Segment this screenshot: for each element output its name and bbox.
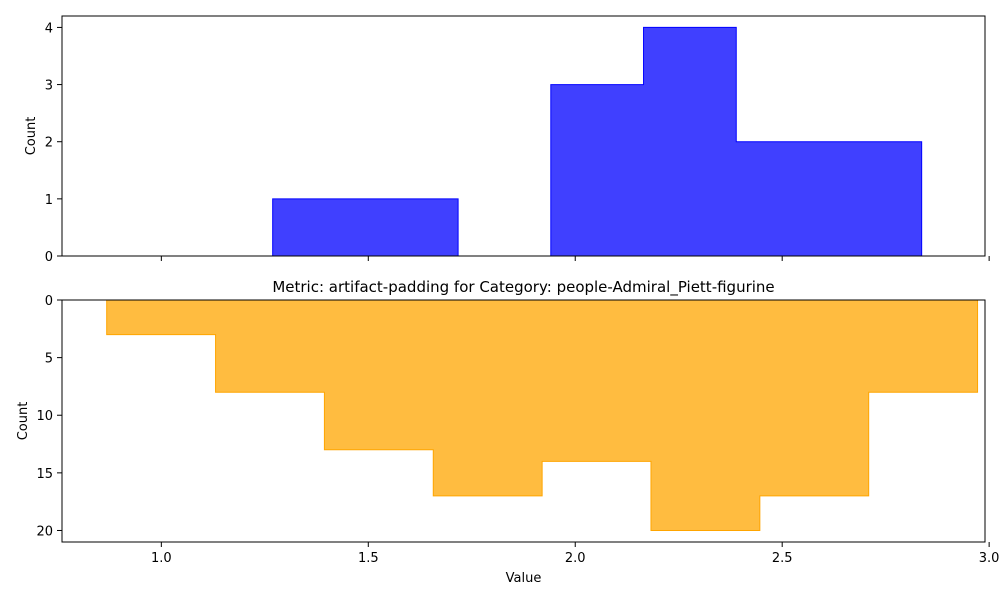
x-tick-label: 2.0: [565, 551, 586, 566]
y-tick-label: 5: [45, 352, 53, 367]
x-tick-label: 2.5: [772, 551, 793, 566]
axes-frame: [61, 15, 986, 257]
y-tick-label: 2: [45, 136, 53, 151]
y-tick-label: 4: [45, 21, 53, 36]
y-tick-label: 10: [36, 409, 53, 424]
axes-frame: [61, 299, 986, 543]
y-axis-label: Count: [24, 117, 39, 156]
y-tick-label: 1: [45, 193, 53, 208]
y-tick-label: 3: [45, 79, 53, 94]
histogram-series: [87, 26, 923, 257]
y-tick-label: 0: [45, 294, 53, 309]
y-tick-label: 0: [45, 250, 53, 265]
y-tick-label: 20: [36, 524, 53, 539]
bottom-histogram-panel: 1.0 1.5 2.0 2.5 3.0 0 5 10 15 20 Count Value Metric:…: [16, 278, 999, 586]
y-tick-label: 15: [36, 467, 53, 482]
x-tick-label: 1.5: [358, 551, 379, 566]
x-axis-label: Value: [506, 571, 542, 586]
histogram-series: [106, 299, 979, 531]
x-tick-label: 1.0: [151, 551, 172, 566]
chart-title: Metric: artifact-padding for Category: p…: [272, 278, 774, 297]
top-histogram-panel: 0 1 2 3 4 Count: [24, 15, 990, 265]
x-tick-label: 3.0: [979, 551, 1000, 566]
y-axis-label: Count: [16, 402, 31, 441]
